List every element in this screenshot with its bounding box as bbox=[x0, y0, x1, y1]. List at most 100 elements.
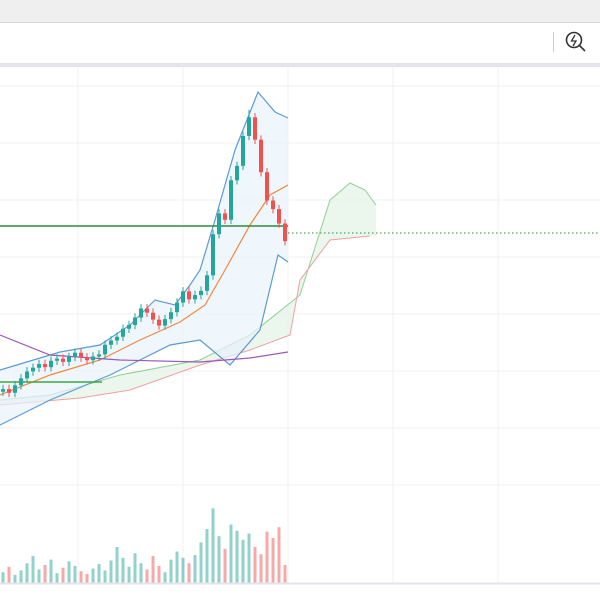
moving-average bbox=[0, 184, 289, 396]
candle-body bbox=[139, 308, 143, 318]
candle-body bbox=[67, 357, 71, 362]
volume-bar bbox=[259, 554, 263, 583]
volume-bar bbox=[199, 542, 203, 583]
volume-bar bbox=[97, 564, 101, 583]
candle-body bbox=[175, 302, 179, 313]
volume-bar bbox=[283, 565, 287, 583]
snapshot-button[interactable] bbox=[565, 31, 586, 52]
top-bar bbox=[0, 0, 600, 22]
candle-body bbox=[133, 317, 137, 325]
candle-body bbox=[157, 319, 161, 326]
volume-bar bbox=[235, 530, 239, 583]
candle-body bbox=[73, 352, 77, 358]
candle-body bbox=[241, 135, 245, 166]
volume-bar bbox=[271, 538, 275, 583]
candle-body bbox=[31, 367, 35, 372]
volume-bar bbox=[43, 565, 47, 583]
candle-body bbox=[181, 291, 185, 303]
volume-bar bbox=[49, 559, 53, 583]
volume-bar bbox=[277, 527, 281, 583]
candle-body bbox=[277, 209, 281, 224]
volume-bar bbox=[157, 565, 161, 583]
volume-bar bbox=[181, 557, 185, 583]
volume-bar bbox=[223, 548, 227, 583]
candle-body bbox=[55, 358, 59, 361]
candle-body bbox=[229, 180, 233, 220]
volume-bar bbox=[169, 559, 173, 583]
candle-body bbox=[151, 312, 155, 320]
volume-bar bbox=[79, 571, 83, 583]
candle-body bbox=[49, 360, 53, 368]
volume-bar bbox=[247, 533, 251, 583]
volume-bar bbox=[211, 508, 215, 583]
volume-bar bbox=[1, 572, 5, 583]
candle-body bbox=[283, 223, 287, 242]
volume-bar bbox=[163, 572, 167, 583]
volume-bar bbox=[133, 553, 137, 583]
candle-body bbox=[43, 363, 47, 368]
toolbar bbox=[0, 23, 600, 63]
volume-bar bbox=[253, 547, 257, 583]
candle-body bbox=[145, 308, 149, 313]
candle-body bbox=[13, 385, 17, 393]
candle-body bbox=[109, 340, 113, 345]
volume-bar bbox=[55, 573, 59, 583]
volume-bar bbox=[37, 569, 41, 583]
volume-bar bbox=[145, 569, 149, 583]
candle-body bbox=[79, 352, 83, 358]
volume-bar bbox=[19, 570, 23, 583]
volume-bar bbox=[73, 565, 77, 583]
volume-bar bbox=[31, 556, 35, 583]
grid bbox=[0, 67, 600, 583]
cloud-span-b bbox=[0, 235, 371, 406]
volume-bar bbox=[193, 555, 197, 583]
chart-top-border bbox=[0, 63, 600, 67]
volume-bar bbox=[127, 566, 131, 583]
volume-bar bbox=[115, 547, 119, 583]
volume-bar bbox=[121, 557, 125, 583]
candle-body bbox=[223, 213, 227, 220]
candle-body bbox=[211, 234, 215, 276]
volume-bar bbox=[139, 563, 143, 583]
candle-body bbox=[1, 389, 5, 392]
cloud bbox=[0, 183, 376, 405]
candle-body bbox=[121, 328, 125, 337]
volume-bar bbox=[85, 574, 89, 583]
volume-bar bbox=[13, 574, 17, 583]
candle-body bbox=[127, 324, 131, 329]
volume-bar bbox=[67, 561, 71, 583]
candle-body bbox=[205, 275, 209, 291]
bollinger-fill bbox=[0, 92, 288, 425]
candle-body bbox=[217, 213, 221, 235]
candle-body bbox=[37, 363, 41, 368]
volume-bar bbox=[91, 568, 95, 583]
candle-body bbox=[259, 139, 263, 173]
long-average bbox=[0, 334, 289, 363]
volume-bar bbox=[205, 529, 209, 583]
candle-body bbox=[193, 295, 197, 300]
candle-body bbox=[247, 117, 251, 136]
volume-bar bbox=[187, 563, 191, 583]
volume-bar bbox=[109, 560, 113, 583]
magnifier-icon bbox=[565, 31, 583, 49]
candle-body bbox=[85, 357, 89, 361]
volume-bar bbox=[265, 531, 269, 583]
volume-bar bbox=[217, 536, 221, 583]
volume-bar bbox=[229, 524, 233, 583]
bollinger-lower bbox=[0, 254, 289, 426]
candle-body bbox=[271, 200, 275, 210]
volume-bar bbox=[61, 567, 65, 583]
candle-body bbox=[115, 336, 119, 341]
candle-body bbox=[169, 312, 173, 320]
candle-body bbox=[235, 165, 239, 181]
candle-body bbox=[187, 291, 191, 300]
candle-body bbox=[19, 378, 23, 386]
candle-body bbox=[253, 117, 257, 140]
candle-body bbox=[91, 356, 95, 361]
candle-body bbox=[103, 344, 107, 355]
candle-body bbox=[163, 319, 167, 326]
candle-body bbox=[7, 389, 11, 393]
volume-bar bbox=[241, 539, 245, 583]
volume-bar bbox=[103, 570, 107, 583]
